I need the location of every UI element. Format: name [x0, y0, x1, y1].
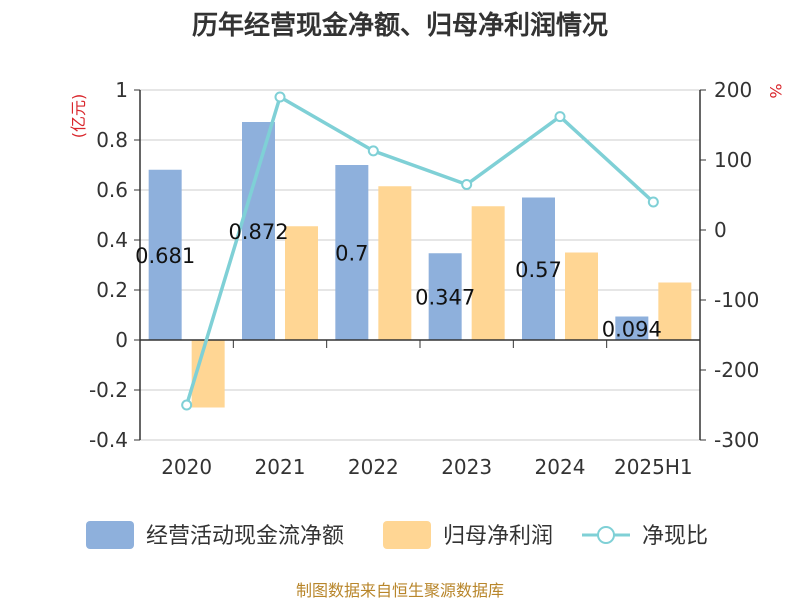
chart-title: 历年经营现金净额、归母净利润情况	[192, 10, 608, 41]
right-tick-label: -300	[714, 428, 759, 452]
ratio-point	[647, 196, 659, 208]
data-label-cashflow: 0.094	[602, 317, 662, 341]
right-tick-label: 0	[714, 218, 727, 242]
x-tick-label: 2024	[535, 455, 586, 479]
left-tick-label: 0.2	[96, 278, 128, 302]
right-tick-label: -100	[714, 288, 759, 312]
legend: 经营活动现金流净额 归母净利润 净现比	[86, 521, 708, 549]
grid-lines	[140, 89, 700, 441]
left-tick-label: -0.2	[89, 378, 128, 402]
bar-profit	[471, 206, 505, 340]
bar-profit	[658, 282, 692, 340]
legend-swatch-profit	[383, 521, 431, 549]
bar-cashflow	[335, 165, 369, 340]
ratio-point	[554, 111, 566, 123]
right-tick-label: -200	[714, 358, 759, 382]
data-label-cashflow: 0.7	[335, 242, 368, 266]
x-tick-label: 2023	[441, 455, 492, 479]
data-label-cashflow: 0.872	[228, 220, 288, 244]
legend-swatch-cashflow	[86, 521, 134, 549]
bar-cashflow	[242, 122, 275, 340]
left-tick-label: -0.4	[89, 428, 128, 452]
data-label-cashflow: 0.347	[415, 286, 475, 310]
ratio-line-path	[184, 95, 655, 406]
left-tick-label: 0.6	[96, 178, 128, 202]
bar-profit	[285, 226, 318, 340]
ratio-point	[461, 179, 473, 190]
data-labels: 0.681 0.872 0.7 0.347 0.57 0.094	[135, 220, 662, 341]
left-tick-label: 1	[115, 78, 128, 102]
left-tick-label: 0.8	[96, 128, 128, 152]
legend-label-cashflow: 经营活动现金流净额	[146, 524, 344, 549]
axes: -0.4 -0.2 0 0.2 0.4 0.6 0.8 1 -300 -200 -100 0 100 20…	[89, 78, 759, 479]
ratio-point	[274, 91, 286, 103]
bar-cashflow	[615, 316, 649, 340]
data-label-cashflow: 0.57	[515, 258, 562, 282]
x-tick-label: 2021	[255, 455, 306, 479]
right-axis-unit: %	[766, 83, 785, 98]
ratio-point	[367, 145, 379, 157]
bar-profit	[378, 186, 412, 340]
source-note: 制图数据来自恒生聚源数据库	[296, 581, 504, 600]
x-tick-label: 2025H1	[614, 455, 693, 479]
bar-profit	[565, 252, 598, 340]
x-tick-label: 2020	[161, 455, 212, 479]
bar-cashflow	[522, 197, 555, 340]
bars	[148, 122, 692, 408]
legend-marker-ratio	[597, 526, 615, 544]
x-tick-label: 2022	[348, 455, 399, 479]
ratio-line	[181, 91, 659, 411]
right-tick-label: 100	[714, 148, 752, 172]
bar-cashflow	[428, 253, 462, 340]
right-tick-label: 200	[714, 78, 752, 102]
left-tick-label: 0	[115, 328, 128, 352]
ratio-point	[181, 399, 193, 411]
legend-label-ratio: 净现比	[642, 524, 708, 549]
left-axis-unit: (亿元)	[69, 94, 88, 139]
data-label-cashflow: 0.681	[135, 244, 195, 268]
bar-cashflow	[148, 169, 182, 340]
left-tick-label: 0.4	[96, 228, 128, 252]
legend-label-profit: 归母净利润	[443, 524, 553, 549]
